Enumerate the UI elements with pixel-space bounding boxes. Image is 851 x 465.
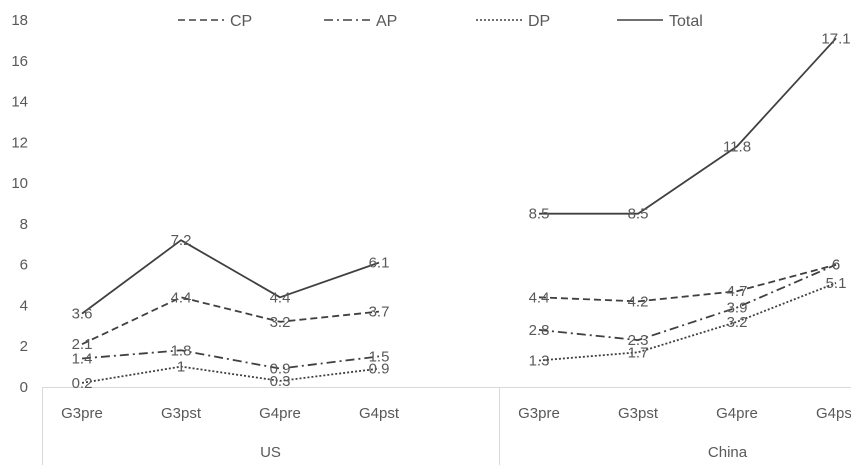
data-label: 0.9 xyxy=(270,361,291,378)
data-label: 4.4 xyxy=(171,289,192,306)
series-line-total-china xyxy=(539,37,837,215)
data-label: 0.3 xyxy=(270,373,291,390)
data-label: 2.8 xyxy=(529,322,550,339)
x-tick-label: G4pre xyxy=(259,405,301,422)
data-label: 4.7 xyxy=(727,283,748,300)
x-axis: G3pre G3pst G4pre G4pst US G3pre G3pst G4pre G4p… xyxy=(42,387,851,465)
legend-label-total: Total xyxy=(669,13,703,30)
legend: CP AP DP Total xyxy=(178,13,703,30)
data-label: 3.2 xyxy=(727,314,748,331)
data-label: 6.1 xyxy=(369,255,390,272)
series-line-cp-us xyxy=(81,296,380,346)
series-line-dp-us xyxy=(81,365,380,384)
data-label: 5.1 xyxy=(826,275,847,292)
data-label: 1.8 xyxy=(171,342,192,359)
y-tick-label: 16 xyxy=(11,53,28,70)
data-label: 3.9 xyxy=(727,299,748,316)
y-tick-label: 18 xyxy=(11,12,28,29)
data-label: 3.2 xyxy=(270,314,291,331)
legend-label-cp: CP xyxy=(230,13,252,30)
data-label: 17.1 xyxy=(821,30,850,47)
data-label: 3.7 xyxy=(369,304,390,321)
data-label: 1.4 xyxy=(72,350,93,367)
data-label: 1.5 xyxy=(369,348,390,365)
x-tick-label: G3pst xyxy=(618,405,659,422)
legend-label-ap: AP xyxy=(376,13,397,30)
data-label: 1 xyxy=(177,359,185,376)
x-tick-label: G4pst xyxy=(816,405,851,422)
y-tick-label: 4 xyxy=(20,297,28,314)
series-line-dp-china xyxy=(538,282,837,362)
data-label: 3.6 xyxy=(72,306,93,323)
data-label: 4.2 xyxy=(628,293,649,310)
y-tick-label: 12 xyxy=(11,134,28,151)
data-label: 4.4 xyxy=(270,289,291,306)
series-line-ap-us xyxy=(81,349,380,370)
x-tick-label: G4pre xyxy=(716,405,758,422)
group-label: US xyxy=(260,444,281,461)
legend-label-dp: DP xyxy=(528,13,550,30)
plot-area: 2.14.43.23.74.4 4.24.761.4 1.80.91.52.82.3… xyxy=(72,30,851,392)
y-axis: 0 2 4 6 8 10 12 14 16 18 xyxy=(11,12,28,396)
data-label: 7.2 xyxy=(171,232,192,249)
x-tick-label: G4pst xyxy=(359,405,400,422)
x-tick-label: G3pre xyxy=(518,405,560,422)
data-label: 8.5 xyxy=(529,206,550,223)
data-label: 0.9 xyxy=(369,361,390,378)
data-label: 1.7 xyxy=(628,344,649,361)
y-tick-label: 14 xyxy=(11,94,28,111)
series-line-total-us xyxy=(81,239,380,315)
data-label: 1.3 xyxy=(529,352,550,369)
y-tick-label: 6 xyxy=(20,257,28,274)
group-label: China xyxy=(708,444,748,461)
data-label: 0.2 xyxy=(72,375,93,392)
data-label: 11.8 xyxy=(723,138,751,155)
data-label: 6 xyxy=(832,257,840,274)
data-label: 2.1 xyxy=(72,336,93,353)
x-tick-label: G3pst xyxy=(161,405,202,422)
x-tick-label: G3pre xyxy=(61,405,103,422)
y-tick-label: 2 xyxy=(20,338,28,355)
series-line-cp-china xyxy=(538,263,837,303)
y-tick-label: 10 xyxy=(11,175,28,192)
y-tick-label: 0 xyxy=(20,379,28,396)
data-label: 4.4 xyxy=(529,289,550,306)
y-tick-label: 8 xyxy=(20,216,28,233)
data-label: 8.5 xyxy=(628,206,649,223)
data-label: 2.3 xyxy=(628,332,649,349)
